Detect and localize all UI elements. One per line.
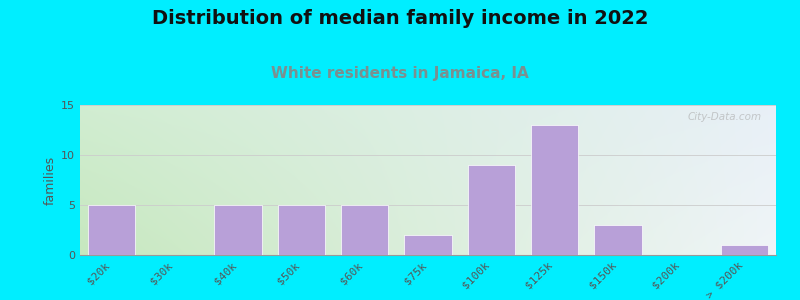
Bar <box>278 205 325 255</box>
Y-axis label: families: families <box>44 155 57 205</box>
Text: City-Data.com: City-Data.com <box>688 112 762 122</box>
Bar <box>531 125 578 255</box>
Bar <box>404 235 452 255</box>
Bar <box>594 225 642 255</box>
Bar <box>88 205 135 255</box>
Text: White residents in Jamaica, IA: White residents in Jamaica, IA <box>271 66 529 81</box>
Bar <box>467 165 515 255</box>
Bar <box>341 205 389 255</box>
Bar <box>721 245 768 255</box>
Text: Distribution of median family income in 2022: Distribution of median family income in … <box>152 9 648 28</box>
Bar <box>214 205 262 255</box>
